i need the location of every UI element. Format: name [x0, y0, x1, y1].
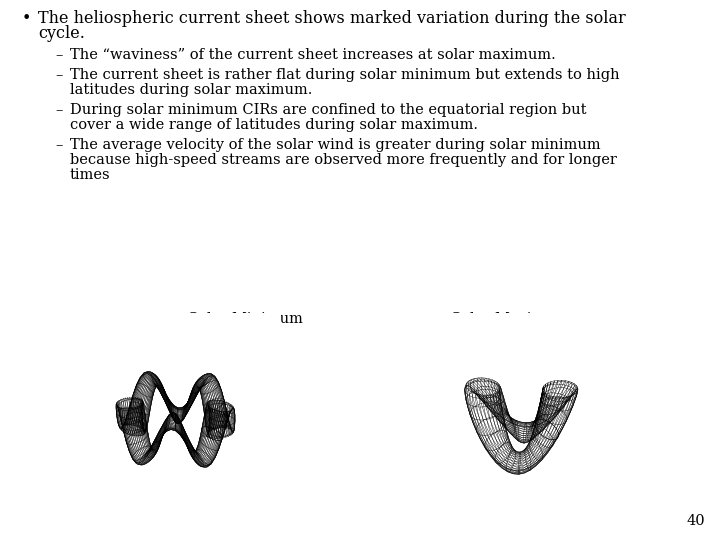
Text: times: times [70, 168, 111, 182]
Text: Solar Minimum: Solar Minimum [188, 312, 302, 326]
Text: –: – [55, 103, 63, 117]
Text: •: • [22, 10, 32, 27]
Text: During solar minimum CIRs are confined to the equatorial region but: During solar minimum CIRs are confined t… [70, 103, 587, 117]
Text: The current sheet is rather flat during solar minimum but extends to high: The current sheet is rather flat during … [70, 68, 620, 82]
Text: –: – [55, 68, 63, 82]
Text: The heliospheric current sheet shows marked variation during the solar: The heliospheric current sheet shows mar… [38, 10, 626, 27]
Text: because high-speed streams are observed more frequently and for longer: because high-speed streams are observed … [70, 153, 617, 167]
Text: cycle.: cycle. [38, 25, 85, 42]
Text: Solar Maximum: Solar Maximum [451, 312, 569, 326]
Text: The average velocity of the solar wind is greater during solar minimum: The average velocity of the solar wind i… [70, 138, 600, 152]
Text: The “waviness” of the current sheet increases at solar maximum.: The “waviness” of the current sheet incr… [70, 48, 556, 62]
Text: cover a wide range of latitudes during solar maximum.: cover a wide range of latitudes during s… [70, 118, 478, 132]
Text: –: – [55, 48, 63, 62]
Text: 40: 40 [686, 514, 705, 528]
Text: latitudes during solar maximum.: latitudes during solar maximum. [70, 83, 312, 97]
Text: –: – [55, 138, 63, 152]
